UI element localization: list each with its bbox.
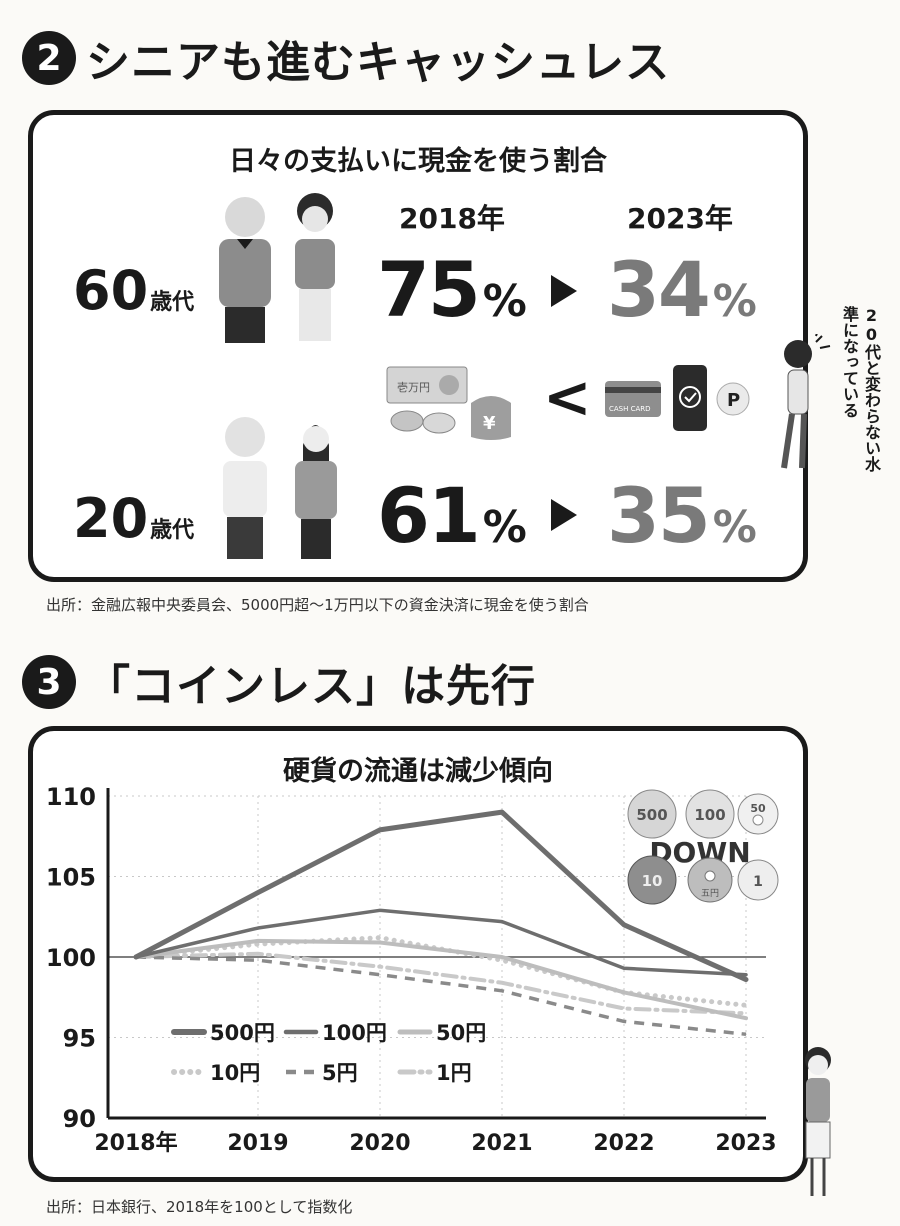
section2-title: シニアも進むキャッシュレス (86, 37, 671, 88)
compare-symbol: < (543, 363, 592, 431)
age-label-60s: 60歳代 (73, 259, 195, 322)
section2-number-badge: 2 (22, 31, 76, 85)
year-header-2023: 2023年 (627, 202, 733, 235)
section3-number-badge: 3 (22, 655, 76, 709)
surprised-person-icon (781, 334, 831, 469)
pct-20s-2023: 35% (607, 471, 757, 560)
pct-20s-2018: 61% (377, 471, 527, 560)
side-note: 20代と変わらない水準になっている (840, 306, 881, 472)
pct-60s-2018: 75% (377, 245, 527, 334)
arrow-60s (551, 275, 577, 307)
cashless-icons: CASH CARD P (605, 365, 750, 431)
svg-text:CASH CARD: CASH CARD (609, 405, 651, 413)
standing-woman-icon (805, 1047, 831, 1196)
section2-source: 出所：金融広報中央委員会、5000円超～1万円以下の資金決済に現金を使う割合 (46, 596, 589, 614)
section2-header: 2 シニアも進むキャッシュレス (22, 26, 670, 90)
cash-usage-panel: 日々の支払いに現金を使う割合 2018年 2023年 60歳代 75% 34% … (28, 110, 808, 582)
section3-source: 出所：日本銀行、2018年を100として指数化 (46, 1198, 353, 1216)
coin-chart-panel: 硬貨の流通は減少傾向 (28, 726, 808, 1182)
svg-text:P: P (727, 390, 740, 411)
arrow-20s (551, 499, 577, 531)
svg-text:壱万円: 壱万円 (397, 380, 430, 394)
young-couple-icon (223, 417, 337, 559)
chart-title: 硬貨の流通は減少傾向 (283, 756, 553, 787)
pct-60s-2023: 34% (607, 245, 757, 334)
age-label-20s: 20歳代 (73, 487, 195, 550)
year-header-2018: 2018年 (399, 202, 505, 235)
section3-header: 3 「コインレス」は先行 (22, 650, 536, 714)
svg-text:¥: ¥ (483, 413, 496, 434)
section3-title: 「コインレス」は先行 (86, 661, 536, 712)
senior-couple-icon (219, 193, 335, 343)
panel-title: 日々の支払いに現金を使う割合 (229, 146, 607, 177)
cash-coins-wallet-icon: 壱万円 ¥ (386, 366, 511, 440)
